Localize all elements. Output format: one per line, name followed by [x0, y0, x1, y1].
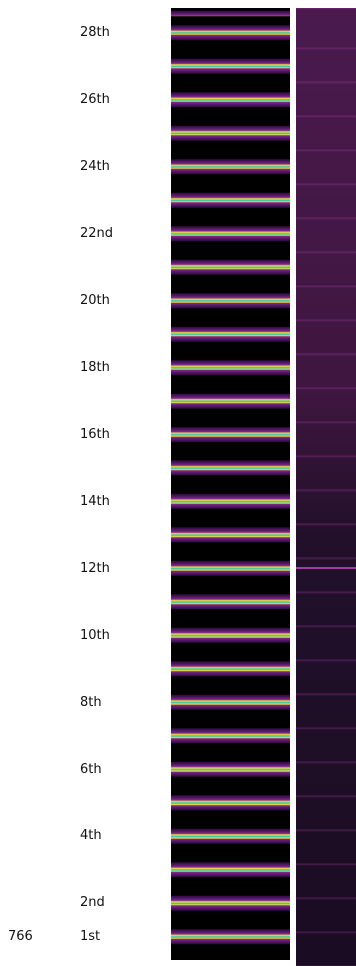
noise-band: [296, 567, 356, 569]
harmonic-label: 28th: [80, 25, 110, 41]
frequency-label: 766: [8, 929, 33, 945]
harmonic-spectrum: [171, 8, 290, 960]
harmonic-label: 16th: [80, 427, 110, 443]
harmonic-label: 6th: [80, 762, 102, 778]
harmonic-label: 18th: [80, 360, 110, 376]
harmonic-label: 8th: [80, 695, 102, 711]
harmonic-label: 1st: [80, 929, 100, 945]
harmonic-label: 22nd: [80, 226, 113, 242]
spectrogram-view: 766 28th 26th 24th 22nd 20th 18th 16th 1…: [0, 0, 356, 966]
harmonic-label: 14th: [80, 494, 110, 510]
harmonic-label: 20th: [80, 293, 110, 309]
harmonic-label: 12th: [80, 561, 110, 577]
noise-spectrogram: [296, 8, 356, 966]
harmonic-label: 26th: [80, 92, 110, 108]
harmonic-label: 10th: [80, 628, 110, 644]
harmonic-label: 24th: [80, 159, 110, 175]
harmonic-label: 4th: [80, 828, 102, 844]
harmonic-label: 2nd: [80, 895, 105, 911]
